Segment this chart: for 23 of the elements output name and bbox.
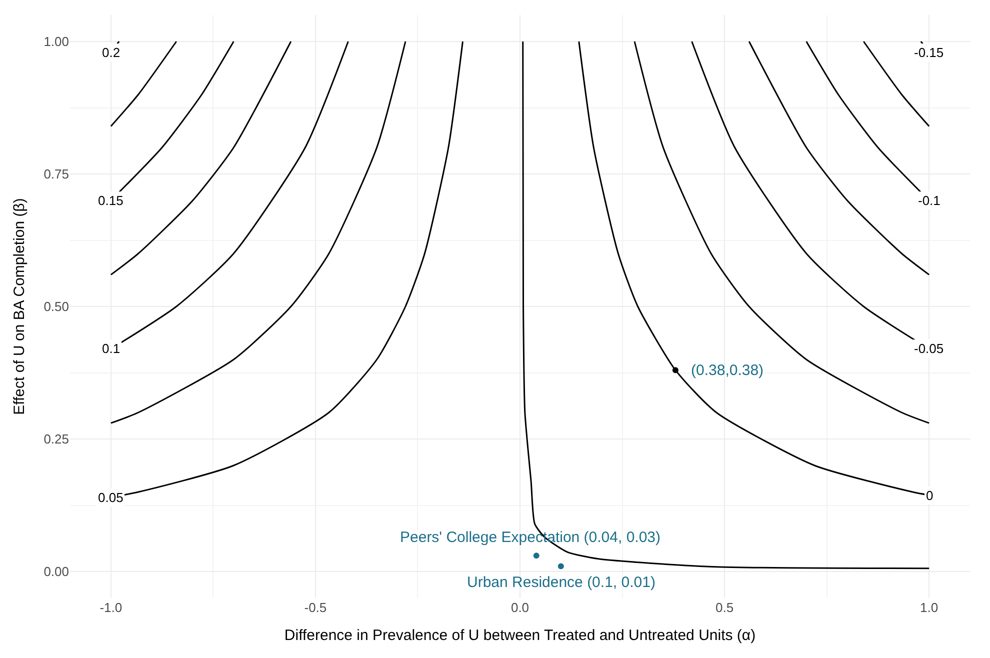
x-tick-label: 0.0 bbox=[510, 600, 530, 615]
x-tick-label: -0.5 bbox=[304, 600, 327, 615]
y-axis-title: Effect of U on BA Completion (β) bbox=[10, 198, 28, 415]
y-tick-label: 0.50 bbox=[44, 299, 69, 314]
y-tick-label: 0.00 bbox=[44, 564, 69, 580]
series-label: 0.1 bbox=[102, 341, 120, 356]
x-axis-title: Difference in Prevalence of U between Treated and Untreated Units (α) bbox=[284, 627, 756, 644]
point bbox=[558, 563, 564, 570]
x-tick-label: 0.5 bbox=[716, 600, 734, 615]
series-label: -0.15 bbox=[914, 45, 944, 60]
series-label: -0.05 bbox=[914, 341, 944, 356]
point bbox=[672, 367, 678, 374]
series-label: 0.2 bbox=[102, 45, 120, 60]
y-tick-label: 0.25 bbox=[44, 432, 69, 447]
series-label: 0.15 bbox=[98, 193, 124, 208]
series-label: -0.1 bbox=[918, 193, 940, 208]
annotation: (0.38,0.38) bbox=[691, 362, 764, 379]
point bbox=[533, 552, 540, 559]
y-tick-label: 1.00 bbox=[44, 34, 69, 50]
y-tick-label: 0.75 bbox=[44, 166, 69, 182]
x-tick-label: 1.0 bbox=[920, 600, 938, 615]
x-tick-label: -1.0 bbox=[100, 600, 122, 615]
annotation: Urban Residence (0.1, 0.01) bbox=[467, 574, 656, 591]
